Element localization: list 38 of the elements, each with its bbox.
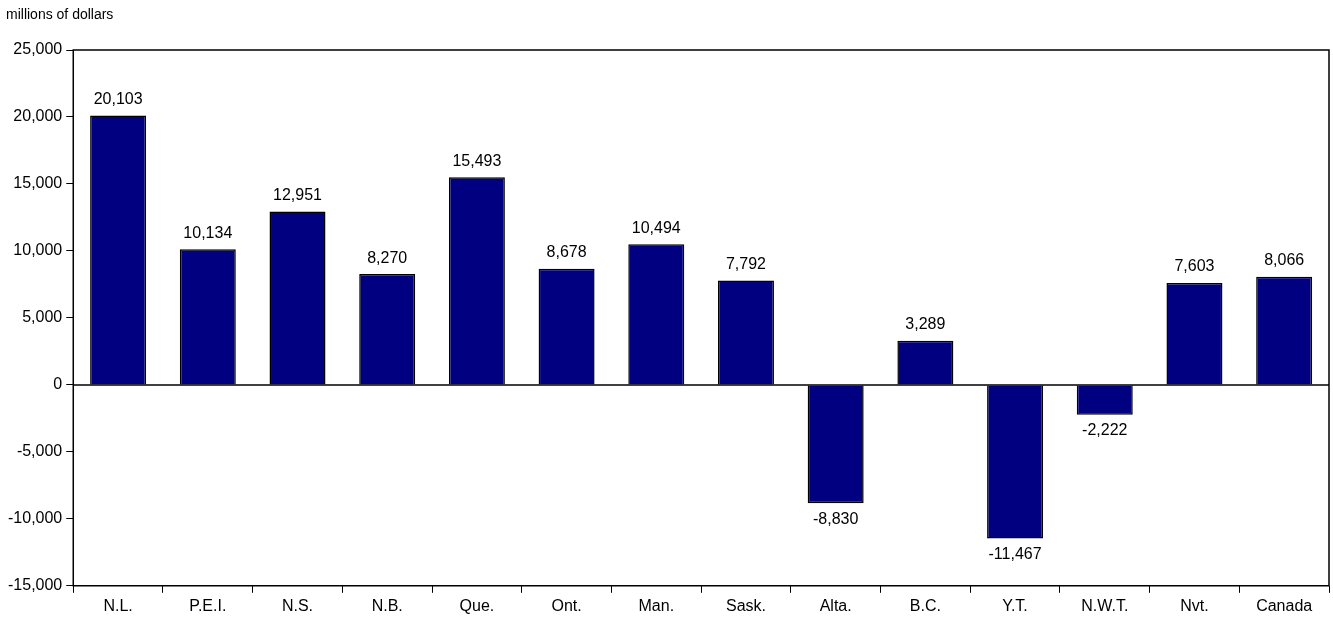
data-label: 20,103 <box>93 90 143 107</box>
data-label: 10,494 <box>631 218 681 236</box>
x-tick-label: Canada <box>1256 596 1313 614</box>
y-tick-label: 20,000 <box>13 107 63 125</box>
y-tick-label: 10,000 <box>13 241 63 259</box>
x-tick-label: Alta. <box>819 596 852 614</box>
x-tick-label: Ont. <box>551 596 582 614</box>
data-label: 15,493 <box>452 151 502 169</box>
y-tick-label: 15,000 <box>13 174 63 192</box>
data-label: 7,792 <box>725 254 767 272</box>
x-tick-label: B.C. <box>909 596 941 614</box>
data-label: -8,830 <box>812 509 859 527</box>
x-tick-label: N.B. <box>371 596 403 614</box>
x-tick-label: P.E.I. <box>189 596 227 614</box>
y-tick-label: -5,000 <box>16 442 63 460</box>
data-label: 10,134 <box>183 223 233 241</box>
data-label: 8,678 <box>546 243 587 261</box>
y-tick-label: 25,000 <box>13 40 63 58</box>
data-label: 3,289 <box>905 315 946 333</box>
y-tick-label: 0 <box>53 375 63 393</box>
x-tick-label: N.L. <box>103 596 133 614</box>
x-tick-label: N.W.T. <box>1081 596 1129 614</box>
data-label: 8,270 <box>367 248 408 266</box>
x-tick-label: Sask. <box>725 596 766 614</box>
y-tick-label: -15,000 <box>8 576 63 594</box>
x-tick-label: Que. <box>459 596 495 614</box>
data-label: 8,066 <box>1264 251 1305 269</box>
y-tick-label: -10,000 <box>8 509 63 527</box>
x-tick-label: Nvt. <box>1180 596 1209 614</box>
data-label: 7,603 <box>1174 257 1215 275</box>
data-label: -11,467 <box>988 544 1042 562</box>
x-tick-label: Y.T. <box>1002 596 1028 614</box>
data-label: 12,951 <box>273 185 323 203</box>
x-tick-label: Man. <box>638 596 675 614</box>
x-tick-label: N.S. <box>281 596 314 614</box>
data-label: -2,222 <box>1082 421 1128 439</box>
y-axis-title: millions of dollars <box>6 5 114 22</box>
y-tick-label: 5,000 <box>22 308 63 326</box>
